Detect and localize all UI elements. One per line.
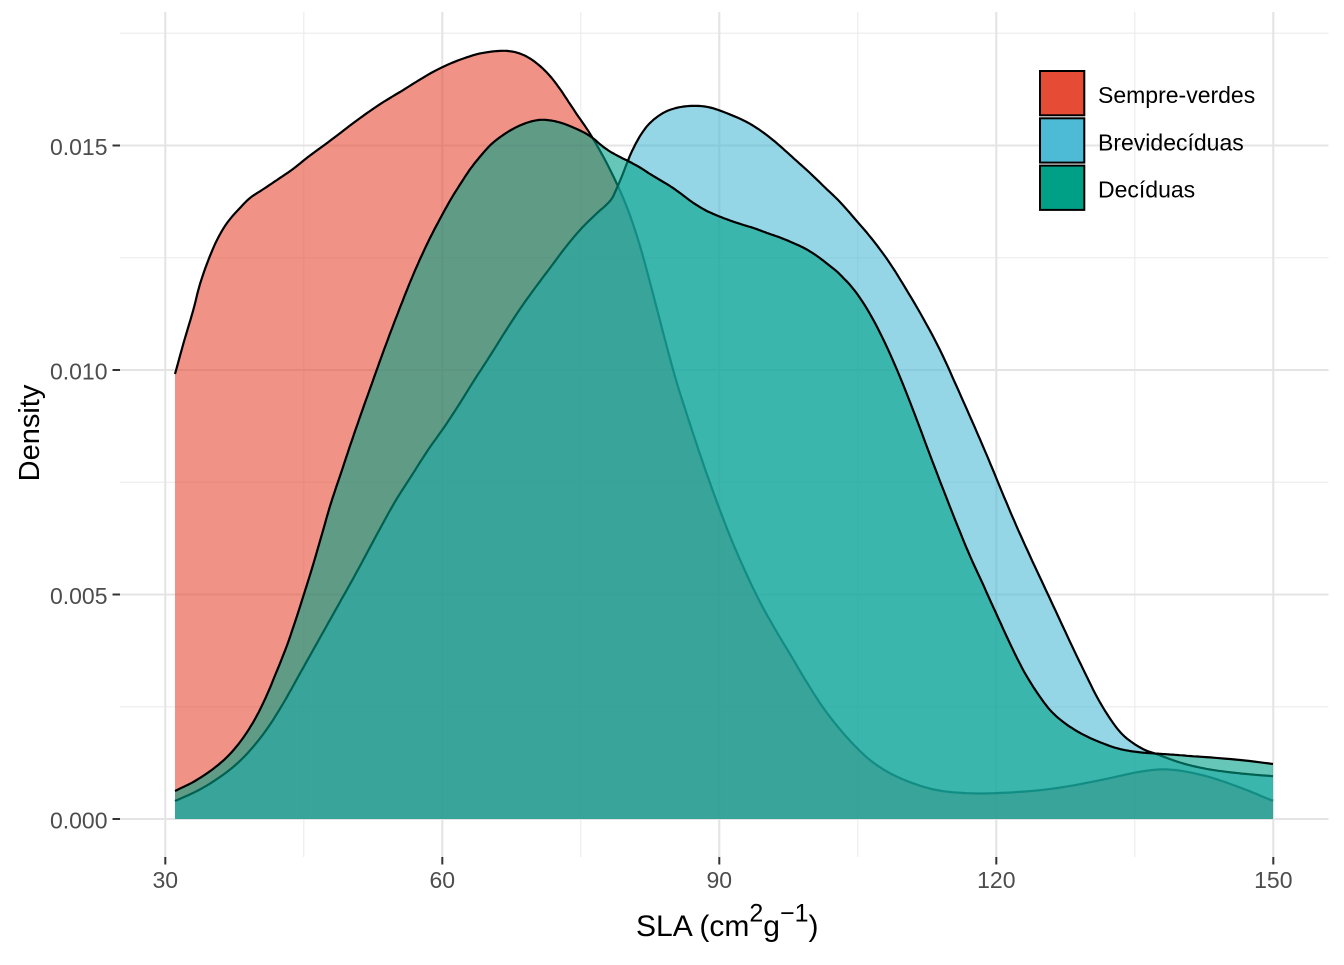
svg-text:0.005: 0.005 (50, 583, 108, 609)
svg-text:Density: Density (14, 384, 46, 481)
svg-text:0.000: 0.000 (50, 808, 108, 834)
svg-text:0.015: 0.015 (50, 134, 108, 160)
svg-text:Sempre-verdes: Sempre-verdes (1098, 82, 1255, 108)
svg-text:120: 120 (977, 867, 1015, 893)
svg-text:Decíduas: Decíduas (1098, 177, 1195, 203)
svg-text:0.010: 0.010 (50, 359, 108, 385)
svg-text:60: 60 (430, 867, 456, 893)
svg-text:30: 30 (153, 867, 179, 893)
svg-text:150: 150 (1254, 867, 1292, 893)
svg-text:90: 90 (707, 867, 733, 893)
svg-text:Brevidecíduas: Brevidecíduas (1098, 129, 1244, 155)
